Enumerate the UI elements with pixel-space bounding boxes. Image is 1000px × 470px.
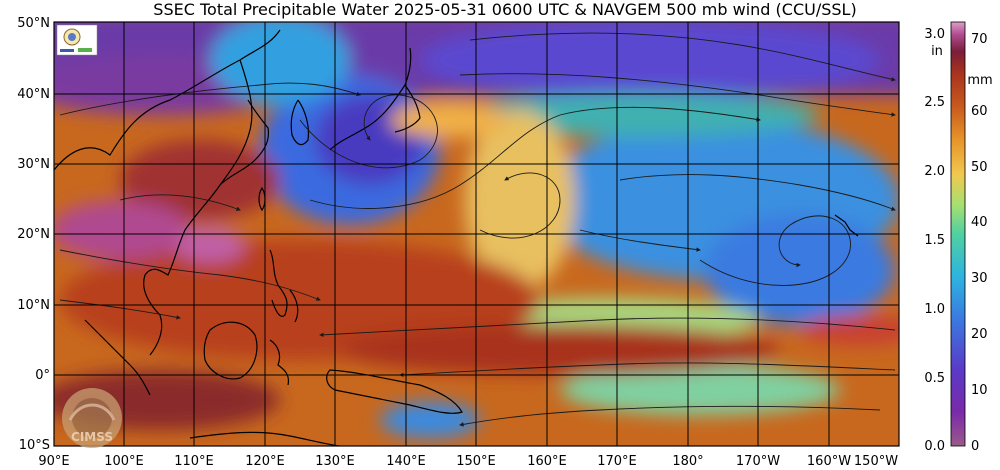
new-guinea-coast xyxy=(326,369,463,414)
ssec-seal-logo xyxy=(56,24,98,56)
lon-label: 170°W xyxy=(736,454,780,469)
taiwan-coast xyxy=(258,186,266,212)
colorbar-in-tick: 0.0 xyxy=(924,439,945,454)
lon-label: 160°E xyxy=(527,454,567,469)
china-coast xyxy=(219,99,270,186)
wind-streamlines xyxy=(59,32,896,427)
tpw-field xyxy=(54,22,899,446)
colorbar-in-tick: 2.0 xyxy=(924,164,945,179)
colorbar-mm-tick: 40 xyxy=(971,215,988,230)
colorbar-mm-tick: 50 xyxy=(971,160,988,175)
lat-label: 10°N xyxy=(17,298,50,313)
colorbar-mm-tick: 30 xyxy=(971,271,988,286)
philippines-coast xyxy=(269,249,299,323)
lat-label: 40°N xyxy=(17,87,50,102)
colorbar-in-tick: 1.0 xyxy=(924,302,945,317)
colorbar-in-tick: 1.5 xyxy=(924,233,945,248)
lat-label: 30°N xyxy=(17,157,50,172)
graticule xyxy=(54,22,899,446)
hawaii xyxy=(834,214,859,237)
lon-label: 170°E xyxy=(597,454,637,469)
sumatra-coast xyxy=(84,319,151,396)
lon-label: 120°E xyxy=(245,454,285,469)
svg-text:CIMSS: CIMSS xyxy=(71,430,113,444)
lon-label: 130°E xyxy=(315,454,355,469)
korea-coast xyxy=(290,99,310,146)
sulawesi-coast xyxy=(269,339,290,386)
lon-label: 110°E xyxy=(174,454,214,469)
colorbar-in-unit: in xyxy=(931,44,943,59)
lon-label: 140°E xyxy=(386,454,426,469)
lon-labels: 90°E 100°E 110°E 120°E 130°E 140°E 150°E… xyxy=(38,454,898,469)
colorbar-mm-tick: 10 xyxy=(971,383,988,398)
lon-label: 150°E xyxy=(456,454,496,469)
lon-label: 150°W xyxy=(854,454,898,469)
colorbar-in-tick: 2.5 xyxy=(924,95,945,110)
lat-label: 20°N xyxy=(17,227,50,242)
colorbar-in-tick: 0.5 xyxy=(924,371,945,386)
lat-label: 0° xyxy=(35,368,50,383)
australia-coast xyxy=(189,431,341,446)
lat-labels: 50°N 40°N 30°N 20°N 10°N 0° 10°S xyxy=(17,16,50,453)
lat-label: 10°S xyxy=(19,438,50,453)
coastlines xyxy=(54,29,859,446)
lon-label: 90°E xyxy=(38,454,69,469)
lon-label: 160°W xyxy=(807,454,851,469)
lon-label: 100°E xyxy=(104,454,144,469)
colorbar-in-tick: 3.0 xyxy=(924,27,945,42)
colorbar: in mm 3.0 2.5 2.0 1.5 1.0 0.5 0.0 70 60 … xyxy=(924,21,993,454)
map-frame xyxy=(53,21,900,447)
colorbar-mm-tick: 60 xyxy=(971,104,988,119)
colorbar-gradient xyxy=(950,21,966,447)
colorbar-mm-tick: 20 xyxy=(971,327,988,342)
colorbar-mm-tick: 70 xyxy=(971,32,988,47)
lat-label: 50°N xyxy=(17,16,50,31)
lon-label: 180° xyxy=(672,454,703,469)
map-title: SSEC Total Precipitable Water 2025-05-31… xyxy=(153,0,857,19)
colorbar-mm-unit: mm xyxy=(967,73,992,88)
asia-coast xyxy=(54,29,281,356)
cimss-logo: CIMSS xyxy=(62,388,122,448)
colorbar-mm-tick: 0 xyxy=(971,439,979,454)
borneo-coast xyxy=(203,321,258,380)
